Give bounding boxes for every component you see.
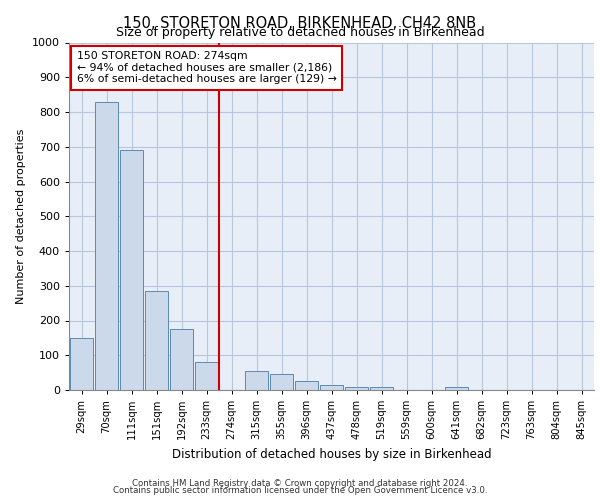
Bar [70, 338, 94, 390]
Bar [95, 102, 118, 390]
Bar [295, 382, 319, 390]
Text: Contains public sector information licensed under the Open Government Licence v3: Contains public sector information licen… [113, 486, 487, 495]
Bar [170, 329, 193, 390]
Bar [119, 150, 143, 390]
Bar [269, 374, 293, 390]
Bar [245, 371, 268, 390]
Text: 150 STORETON ROAD: 274sqm
← 94% of detached houses are smaller (2,186)
6% of sem: 150 STORETON ROAD: 274sqm ← 94% of detac… [77, 51, 337, 84]
Bar [370, 386, 394, 390]
Bar [445, 386, 469, 390]
Text: 150, STORETON ROAD, BIRKENHEAD, CH42 8NB: 150, STORETON ROAD, BIRKENHEAD, CH42 8NB [124, 16, 476, 31]
Bar [320, 385, 343, 390]
X-axis label: Distribution of detached houses by size in Birkenhead: Distribution of detached houses by size … [172, 448, 491, 460]
Y-axis label: Number of detached properties: Number of detached properties [16, 128, 26, 304]
Bar [145, 291, 169, 390]
Text: Size of property relative to detached houses in Birkenhead: Size of property relative to detached ho… [116, 26, 484, 39]
Text: Contains HM Land Registry data © Crown copyright and database right 2024.: Contains HM Land Registry data © Crown c… [132, 478, 468, 488]
Bar [344, 386, 368, 390]
Bar [194, 362, 218, 390]
